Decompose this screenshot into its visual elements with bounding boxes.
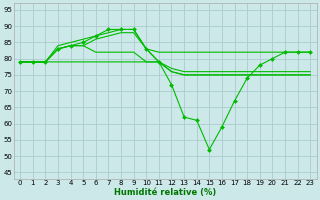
X-axis label: Humidité relative (%): Humidité relative (%) xyxy=(114,188,216,197)
